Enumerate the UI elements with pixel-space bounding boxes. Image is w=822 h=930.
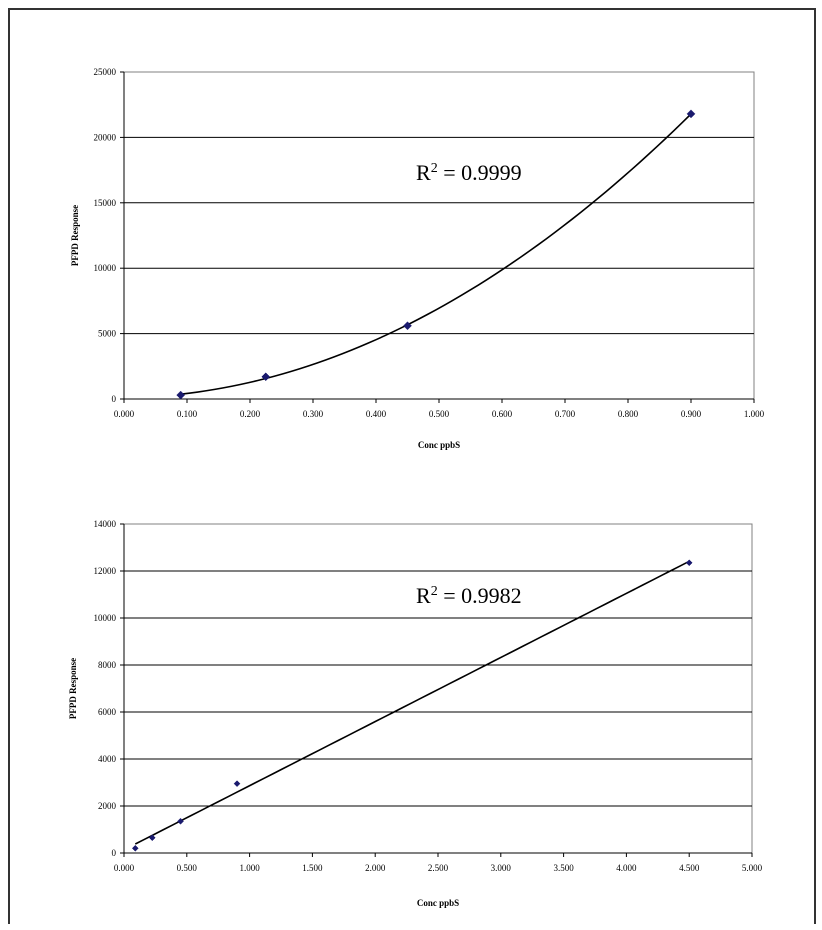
y-tick-label: 0 bbox=[112, 848, 117, 858]
x-tick-label: 4.500 bbox=[679, 863, 700, 873]
x-tick-label: 0.400 bbox=[366, 409, 387, 419]
data-point bbox=[177, 817, 184, 825]
x-tick-label: 0.000 bbox=[114, 863, 135, 873]
data-point bbox=[131, 844, 139, 852]
r-squared-exponent: 2 bbox=[431, 584, 438, 599]
data-point bbox=[685, 559, 693, 567]
y-axis-title: PFPD Response bbox=[68, 658, 78, 719]
x-tick-label: 0.000 bbox=[114, 409, 135, 419]
data-point bbox=[233, 780, 241, 788]
chart-1: 0 5000 10000 15000 20000 25000 0.000 0.100 0.200… bbox=[70, 67, 765, 450]
x-tick-label: 3.000 bbox=[491, 863, 512, 873]
r-squared-exponent: 2 bbox=[431, 161, 438, 176]
x-tick-label: 0.600 bbox=[492, 409, 513, 419]
y-tick-label: 15000 bbox=[94, 198, 117, 208]
plot-area bbox=[123, 71, 755, 400]
x-axis-title: Conc ppbS bbox=[417, 898, 459, 908]
r-squared-label: R2 = 0.9999 bbox=[416, 160, 522, 185]
data-point bbox=[176, 390, 186, 400]
y-tick-label: 5000 bbox=[98, 329, 117, 339]
x-tick-label: 2.000 bbox=[365, 863, 386, 873]
y-tick-label: 20000 bbox=[94, 132, 117, 142]
y-tick-label: 4000 bbox=[98, 754, 117, 764]
y-tick-label: 0 bbox=[112, 394, 117, 404]
x-tick-label: 1.500 bbox=[302, 863, 323, 873]
x-tick-label: 0.300 bbox=[303, 409, 324, 419]
x-axis-title: Conc ppbS bbox=[418, 440, 460, 450]
y-tick-label: 12000 bbox=[94, 566, 117, 576]
x-tick-label: 3.500 bbox=[553, 863, 574, 873]
x-tick-label: 0.100 bbox=[177, 409, 198, 419]
r-squared-value: = 0.9982 bbox=[438, 583, 522, 608]
data-point bbox=[148, 834, 156, 842]
x-tick-label: 1.000 bbox=[239, 863, 260, 873]
r-squared-prefix: R bbox=[416, 160, 431, 185]
y-tick-label: 6000 bbox=[98, 707, 117, 717]
plot-area bbox=[123, 523, 753, 854]
x-tick-label: 0.500 bbox=[177, 863, 198, 873]
data-point bbox=[686, 109, 696, 119]
data-point bbox=[403, 321, 412, 331]
x-tick-label: 5.000 bbox=[742, 863, 763, 873]
x-tick-label: 0.700 bbox=[555, 409, 576, 419]
x-tick-label: 0.200 bbox=[240, 409, 261, 419]
x-tick-label: 1.000 bbox=[744, 409, 765, 419]
y-tick-label: 10000 bbox=[94, 263, 117, 273]
x-tick-label: 4.000 bbox=[616, 863, 637, 873]
y-tick-label: 25000 bbox=[94, 67, 117, 77]
data-point bbox=[261, 372, 271, 382]
r-squared-value: = 0.9999 bbox=[438, 160, 522, 185]
x-tick-label: 2.500 bbox=[428, 863, 449, 873]
x-tick-label: 0.800 bbox=[618, 409, 639, 419]
r-squared-prefix: R bbox=[416, 583, 431, 608]
y-axis-title: PFPD Response bbox=[70, 205, 80, 266]
y-tick-label: 10000 bbox=[94, 613, 117, 623]
r-squared-label: R2 = 0.9982 bbox=[416, 583, 522, 608]
y-tick-label: 8000 bbox=[98, 660, 117, 670]
x-tick-label: 0.500 bbox=[429, 409, 450, 419]
x-tick-label: 0.900 bbox=[681, 409, 702, 419]
trendline bbox=[134, 560, 690, 845]
y-tick-label: 2000 bbox=[98, 801, 117, 811]
y-tick-label: 14000 bbox=[94, 519, 117, 529]
chart-2: 0 2000 4000 6000 8000 10000 12000 14000 0.000 0.5… bbox=[68, 519, 763, 908]
